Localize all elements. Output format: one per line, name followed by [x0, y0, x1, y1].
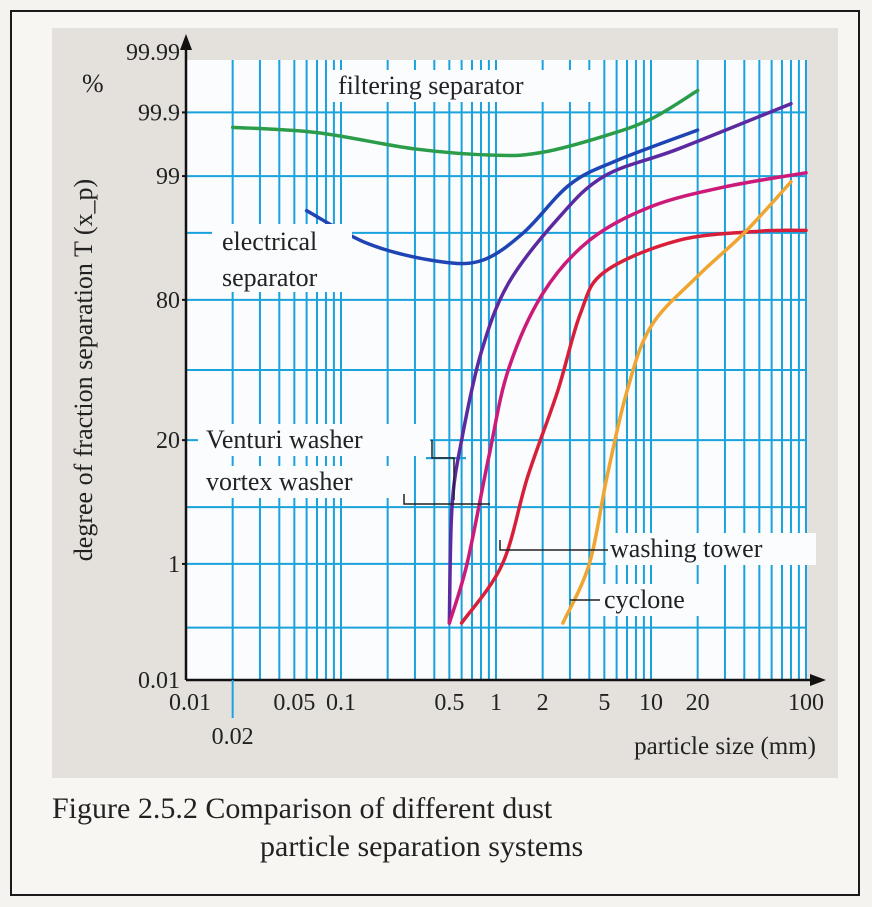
annotation-vortex-washer-bg	[198, 466, 400, 498]
x-tick-label: 0.05	[273, 690, 315, 716]
x-tick-label: 0.5	[434, 690, 464, 716]
annotation-filtering-separator: filtering separator	[338, 71, 524, 100]
annotation-leader-line	[403, 494, 490, 505]
caption-line-1: Figure 2.5.2 Comparison of different dus…	[52, 792, 553, 825]
annotation-leader-line	[431, 440, 455, 500]
x-tick-label: 0.02	[212, 724, 254, 750]
annotation-electrical-line-1-bg	[212, 224, 352, 292]
y-tick-label: 20	[156, 428, 180, 454]
x-axis-arrow	[810, 674, 826, 686]
caption-line-2: particle separation systems	[260, 830, 584, 863]
y-tick-label: 99	[156, 164, 180, 190]
y-tick-label: 0.01	[138, 668, 180, 694]
annotation-venturi-washer-bg	[198, 424, 430, 456]
annotation-washing-tower-bg	[606, 533, 816, 565]
annotation-filtering-separator-bg	[330, 70, 592, 102]
y-tick-label: 1	[168, 552, 180, 578]
y-tick-label: 99.9	[138, 100, 180, 126]
annotation-vortex-washer: vortex washer	[206, 467, 353, 496]
x-tick-label: 0.01	[169, 690, 211, 716]
x-tick-label: 100	[788, 690, 824, 716]
x-tick-label: 10	[639, 690, 663, 716]
annotation-washing-tower: washing tower	[610, 534, 763, 563]
series-line-vortex	[447, 171, 808, 625]
series-line-filtering	[230, 88, 700, 158]
x-tick-label: 5	[598, 690, 610, 716]
y-tick-label: 80	[156, 288, 180, 314]
y-axis-arrow	[180, 34, 192, 50]
figure-caption: Figure 2.5.2 Comparison of different dus…	[52, 790, 832, 866]
x-tick-label: 0.1	[326, 690, 356, 716]
annotation-leader-line	[499, 540, 608, 551]
x-axis-title: particle size (mm)	[634, 733, 816, 760]
y-axis-title: degree of fraction separation T (x_p)	[69, 179, 98, 561]
series-line-cyclone	[561, 180, 793, 625]
x-tick-label: 1	[490, 690, 502, 716]
series-line-washing-tower	[459, 228, 808, 625]
annotation-electrical-line-1: electrical	[222, 227, 317, 256]
x-tick-label: 20	[686, 690, 710, 716]
annotation-cyclone: cyclone	[604, 585, 685, 614]
y-tick-label: 99.99	[126, 40, 180, 66]
annotation-cyclone-bg	[600, 584, 718, 616]
x-tick-label: 2	[537, 690, 549, 716]
series-line-electrical	[304, 128, 700, 266]
annotation-electrical-line-2: separator	[222, 263, 318, 292]
y-unit-label: %	[82, 69, 104, 98]
annotation-venturi-washer: Venturi washer	[206, 425, 363, 454]
